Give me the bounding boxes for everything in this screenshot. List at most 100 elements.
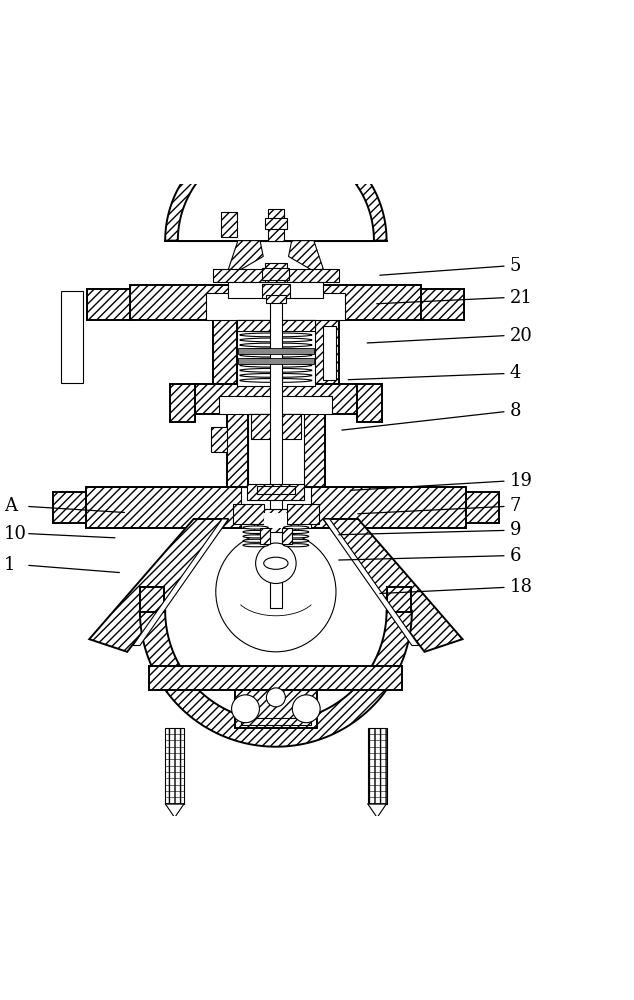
Text: 4: 4 <box>510 364 521 382</box>
Polygon shape <box>288 241 327 279</box>
Bar <box>219 396 332 414</box>
Polygon shape <box>165 804 184 818</box>
Bar <box>262 268 290 280</box>
Text: 10: 10 <box>4 525 27 543</box>
Text: 18: 18 <box>510 578 533 596</box>
Polygon shape <box>140 611 412 747</box>
Bar <box>368 728 387 804</box>
Text: 6: 6 <box>510 547 521 565</box>
Ellipse shape <box>240 348 312 352</box>
Bar <box>257 486 295 494</box>
Ellipse shape <box>283 535 309 538</box>
Bar <box>227 414 248 513</box>
Polygon shape <box>165 130 387 241</box>
Bar <box>248 414 304 513</box>
Bar <box>212 269 339 282</box>
Bar <box>465 492 498 523</box>
Bar <box>233 504 264 524</box>
Bar <box>165 728 184 804</box>
Ellipse shape <box>243 539 268 542</box>
Bar <box>387 587 411 612</box>
Bar <box>236 320 315 331</box>
Text: 8: 8 <box>510 402 521 420</box>
Text: 7: 7 <box>510 497 521 515</box>
Bar <box>228 282 323 298</box>
Bar <box>212 320 236 386</box>
Bar <box>235 690 317 728</box>
Ellipse shape <box>240 338 312 342</box>
Ellipse shape <box>243 526 268 529</box>
Bar <box>356 384 382 422</box>
Bar <box>238 358 314 364</box>
Bar <box>64 294 80 380</box>
Bar <box>264 513 287 528</box>
Circle shape <box>231 695 259 723</box>
Ellipse shape <box>283 526 309 529</box>
Text: 19: 19 <box>510 472 533 490</box>
Bar <box>265 263 287 282</box>
Ellipse shape <box>283 539 309 542</box>
Circle shape <box>266 688 285 707</box>
Polygon shape <box>225 241 263 279</box>
Bar <box>86 487 465 528</box>
Polygon shape <box>323 519 419 646</box>
Bar <box>238 348 314 354</box>
Ellipse shape <box>240 363 312 367</box>
Bar <box>87 289 131 320</box>
Bar <box>269 285 282 487</box>
Circle shape <box>256 543 296 584</box>
Bar <box>140 587 164 612</box>
Ellipse shape <box>240 333 312 337</box>
Bar <box>211 427 227 452</box>
Ellipse shape <box>240 353 312 357</box>
Polygon shape <box>368 804 387 818</box>
Text: 9: 9 <box>510 521 521 539</box>
Bar <box>266 295 286 303</box>
Bar <box>241 718 311 725</box>
Circle shape <box>292 695 320 723</box>
Bar <box>251 414 301 439</box>
Ellipse shape <box>283 530 309 533</box>
Ellipse shape <box>243 530 268 533</box>
Bar <box>269 487 282 608</box>
Bar <box>195 384 356 414</box>
Bar <box>262 284 290 298</box>
Ellipse shape <box>283 544 309 547</box>
Ellipse shape <box>240 358 312 362</box>
Bar <box>282 528 292 544</box>
Polygon shape <box>133 519 228 646</box>
Ellipse shape <box>243 535 268 538</box>
Bar <box>236 320 315 386</box>
Text: 21: 21 <box>510 289 533 307</box>
Ellipse shape <box>243 544 268 547</box>
Bar <box>131 285 422 320</box>
Text: A: A <box>4 497 17 515</box>
Bar <box>61 291 83 383</box>
Bar <box>287 504 319 524</box>
Bar <box>304 414 325 513</box>
Bar <box>247 484 304 500</box>
Text: 20: 20 <box>510 327 533 345</box>
Ellipse shape <box>240 373 312 377</box>
Polygon shape <box>323 519 462 652</box>
Bar <box>260 528 269 544</box>
Bar <box>206 293 346 320</box>
Text: 1: 1 <box>4 556 15 574</box>
Ellipse shape <box>264 557 288 569</box>
Bar <box>221 212 236 237</box>
Ellipse shape <box>240 379 312 382</box>
Text: 5: 5 <box>510 257 521 275</box>
Bar <box>323 326 336 380</box>
Bar <box>170 384 195 422</box>
Bar <box>315 320 339 386</box>
Polygon shape <box>89 519 228 652</box>
Circle shape <box>216 532 336 652</box>
Bar <box>422 289 464 320</box>
Ellipse shape <box>240 368 312 372</box>
Bar <box>53 492 86 523</box>
Bar <box>150 666 403 690</box>
Bar <box>241 487 311 528</box>
Bar <box>254 509 298 532</box>
Ellipse shape <box>240 343 312 347</box>
Bar <box>268 209 284 241</box>
